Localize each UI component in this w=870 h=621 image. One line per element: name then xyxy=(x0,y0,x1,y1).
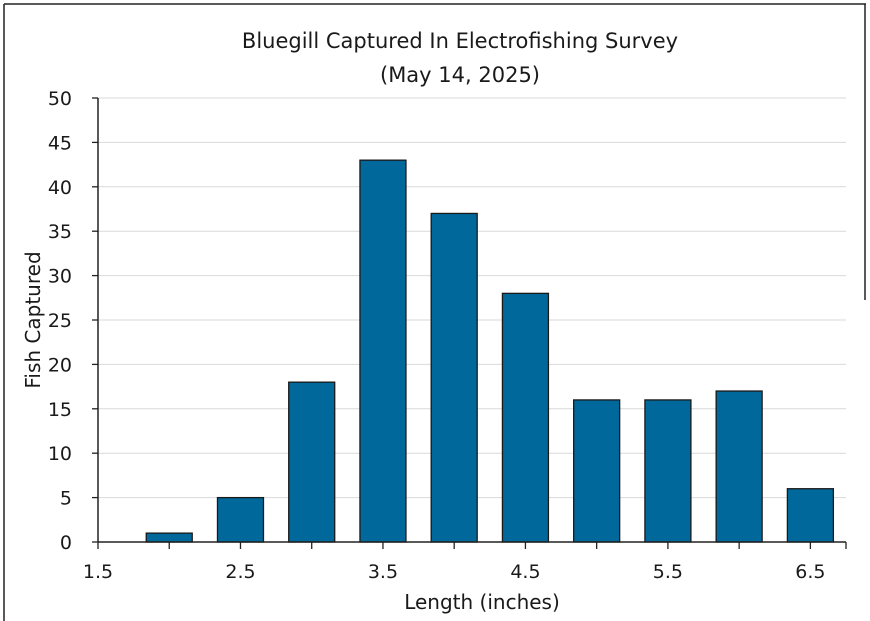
bar xyxy=(573,399,621,543)
bar xyxy=(715,390,763,543)
bar xyxy=(359,159,407,543)
chart-title: Bluegill Captured In Electrofishing Surv… xyxy=(242,29,678,53)
bar xyxy=(501,292,550,543)
x-tick-label: 5.5 xyxy=(653,561,683,583)
y-tick-label: 5 xyxy=(60,488,72,510)
x-tick-label: 1.5 xyxy=(83,561,113,583)
x-axis-label: Length (inches) xyxy=(404,590,560,614)
y-tick-label: 30 xyxy=(48,266,72,288)
bar xyxy=(216,496,265,543)
bar xyxy=(786,488,835,543)
chart-subtitle: (May 14, 2025) xyxy=(380,63,540,87)
bar xyxy=(288,381,336,543)
y-tick-label: 15 xyxy=(48,399,72,421)
y-tick-label: 10 xyxy=(48,443,72,465)
x-tick-labels: 1.5 2.5 3.5 4.5 5.5 6.5 xyxy=(83,561,826,583)
y-tick-labels: 0 5 10 15 20 25 30 35 40 45 50 xyxy=(48,88,72,554)
y-tick-label: 0 xyxy=(60,532,72,554)
y-tick-label: 35 xyxy=(48,221,72,243)
x-tick-label: 2.5 xyxy=(225,561,255,583)
y-axis-label: Fish Captured xyxy=(21,251,45,388)
y-tick-label: 40 xyxy=(48,177,72,199)
bar xyxy=(430,212,478,543)
axes xyxy=(92,97,847,549)
x-tick-label: 4.5 xyxy=(510,561,540,583)
y-tick-label: 20 xyxy=(48,354,72,376)
bars xyxy=(145,159,835,543)
bar xyxy=(145,532,193,543)
y-tick-label: 45 xyxy=(48,132,72,154)
y-tick-label: 25 xyxy=(48,310,72,332)
bar xyxy=(644,399,692,543)
x-tick-label: 6.5 xyxy=(795,561,825,583)
y-tick-label: 50 xyxy=(48,88,72,110)
x-tick-label: 3.5 xyxy=(368,561,398,583)
